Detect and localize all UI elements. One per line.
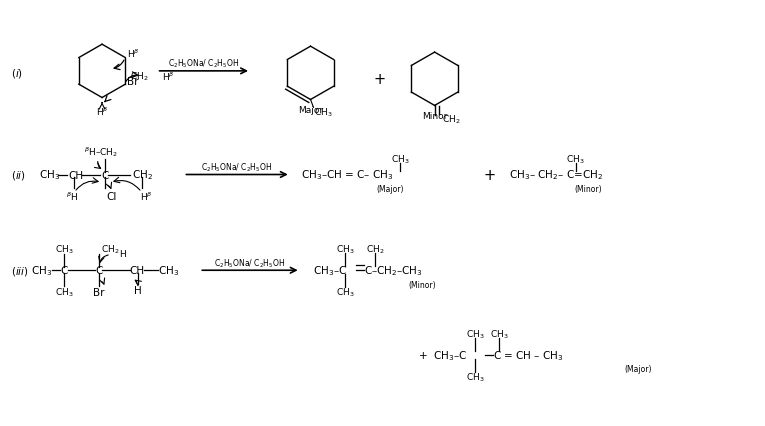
Text: Major: Major xyxy=(298,106,323,115)
Text: $(i)$: $(i)$ xyxy=(11,67,23,80)
Text: CH$_3$: CH$_3$ xyxy=(466,328,485,340)
Text: CH$_2$: CH$_2$ xyxy=(441,114,460,126)
Text: CH$_3$: CH$_3$ xyxy=(31,264,52,277)
Text: CH$_3$: CH$_3$ xyxy=(336,243,355,255)
Text: (Major): (Major) xyxy=(624,365,652,374)
Text: CH: CH xyxy=(130,266,145,276)
Text: C: C xyxy=(60,266,68,276)
Text: H$^{\beta}$: H$^{\beta}$ xyxy=(127,47,140,60)
Text: H: H xyxy=(119,249,125,258)
Text: (Minor): (Minor) xyxy=(575,184,602,193)
Text: C: C xyxy=(95,266,103,276)
Text: +  CH$_3$–C: + CH$_3$–C xyxy=(418,348,467,362)
Text: C$_2$H$_5$ONa/ C$_2$H$_5$OH: C$_2$H$_5$ONa/ C$_2$H$_5$OH xyxy=(214,256,285,269)
Text: H: H xyxy=(134,285,142,295)
Text: CH$_3$: CH$_3$ xyxy=(38,168,60,182)
Text: Br: Br xyxy=(93,287,105,297)
Text: CH$_3$: CH$_3$ xyxy=(466,371,485,383)
Text: C$_2$H$_5$ONa/ C$_2$H$_5$OH: C$_2$H$_5$ONa/ C$_2$H$_5$OH xyxy=(168,58,239,70)
Text: CH$_3$: CH$_3$ xyxy=(490,328,509,340)
Text: H$^{\beta}$: H$^{\beta}$ xyxy=(96,105,109,117)
Text: Cl: Cl xyxy=(106,192,116,202)
Text: H$^{\beta}$: H$^{\beta}$ xyxy=(161,70,174,83)
Text: CH$_3$: CH$_3$ xyxy=(158,264,179,277)
Text: $^{\beta}$H: $^{\beta}$H xyxy=(67,190,79,203)
Text: CH$_3$: CH$_3$ xyxy=(391,153,409,166)
Text: CH$_3$: CH$_3$ xyxy=(336,286,355,299)
Text: CH$_3$: CH$_3$ xyxy=(314,106,333,118)
Text: CH$_2$: CH$_2$ xyxy=(130,70,148,83)
Text: C$_2$H$_5$ONa/ C$_2$H$_5$OH: C$_2$H$_5$ONa/ C$_2$H$_5$OH xyxy=(201,161,273,173)
Text: C: C xyxy=(101,170,109,180)
Text: $^{\beta}$H–CH$_2$: $^{\beta}$H–CH$_2$ xyxy=(84,144,119,158)
Text: CH$_2$: CH$_2$ xyxy=(101,243,119,255)
Text: CH$_3$– CH$_2$– C=CH$_2$: CH$_3$– CH$_2$– C=CH$_2$ xyxy=(509,168,603,182)
Text: CH: CH xyxy=(68,170,83,180)
Text: CH$_2$: CH$_2$ xyxy=(366,243,384,255)
Text: $(ii)$: $(ii)$ xyxy=(11,169,26,181)
Text: CH$_3$–C: CH$_3$–C xyxy=(313,264,347,277)
Text: CH$_2$: CH$_2$ xyxy=(132,168,153,182)
Text: (Major): (Major) xyxy=(376,184,404,193)
Text: CH$_3$: CH$_3$ xyxy=(566,153,585,166)
Text: CH$_3$: CH$_3$ xyxy=(55,243,73,255)
Text: Minor: Minor xyxy=(422,112,448,121)
Text: CH$_3$: CH$_3$ xyxy=(55,286,73,299)
Text: H$^{\beta}$: H$^{\beta}$ xyxy=(140,190,152,203)
Text: +: + xyxy=(483,167,495,183)
Text: $(iii)$: $(iii)$ xyxy=(11,264,28,277)
Text: C–CH$_2$–CH$_3$: C–CH$_2$–CH$_3$ xyxy=(364,264,423,277)
Text: (Minor): (Minor) xyxy=(408,280,435,289)
Text: C = CH – CH$_3$: C = CH – CH$_3$ xyxy=(493,348,564,362)
Text: Br: Br xyxy=(127,77,138,87)
Text: CH$_3$–CH = C– CH$_3$: CH$_3$–CH = C– CH$_3$ xyxy=(301,168,393,182)
Text: +: + xyxy=(374,72,386,87)
